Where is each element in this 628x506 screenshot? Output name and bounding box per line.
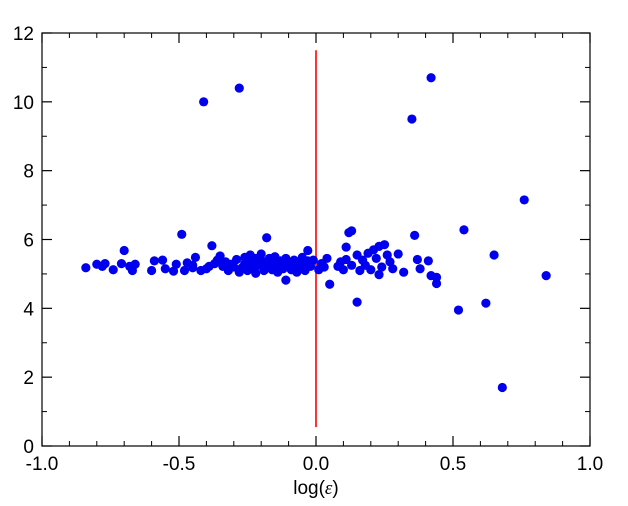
data-point [251, 268, 261, 278]
data-points [81, 73, 551, 393]
data-point [281, 275, 291, 285]
data-point [366, 265, 376, 275]
y-tick-label: 0 [23, 437, 34, 458]
data-point [262, 233, 272, 243]
data-point [481, 298, 491, 308]
data-point [388, 264, 398, 274]
data-point [256, 249, 266, 259]
data-point [412, 254, 422, 265]
data-point [119, 245, 129, 256]
y-tick-label: 12 [13, 24, 34, 45]
data-point [325, 279, 335, 289]
data-point [453, 305, 464, 315]
data-point [190, 252, 201, 262]
data-point [168, 266, 179, 276]
y-tick-label: 2 [23, 368, 34, 389]
y-tick-label: 4 [23, 299, 34, 320]
data-point [319, 262, 329, 272]
data-point [179, 265, 190, 276]
x-tick-label: -0.5 [163, 454, 196, 475]
y-axis-ticks [42, 32, 590, 447]
data-point [407, 114, 417, 124]
data-point [157, 255, 168, 265]
data-point [231, 254, 242, 265]
data-point [160, 264, 170, 274]
data-point [303, 245, 313, 256]
data-point [234, 83, 244, 93]
x-tick-label: 0.5 [440, 454, 466, 475]
data-point [497, 382, 507, 393]
data-point [399, 267, 409, 277]
data-point [374, 270, 384, 280]
data-point [199, 97, 209, 107]
data-point [377, 262, 387, 272]
data-point [100, 258, 110, 269]
data-point [382, 250, 392, 260]
data-point [347, 260, 357, 270]
data-point [338, 265, 348, 275]
x-tick-label: 0.0 [303, 454, 329, 475]
y-axis-tick-labels: 0 2 4 6 8 10 12 [13, 24, 35, 458]
data-point [308, 255, 318, 265]
data-point [81, 263, 91, 273]
x-tick-label: -1.0 [26, 454, 59, 475]
data-point [415, 264, 425, 274]
data-point [130, 259, 140, 269]
data-point [108, 265, 118, 275]
y-tick-label: 10 [13, 93, 34, 114]
data-point [177, 229, 187, 239]
data-point [188, 260, 198, 270]
data-point [385, 257, 395, 267]
x-axis-label: log(ε) [293, 478, 339, 499]
x-axis-ticks [41, 33, 591, 446]
data-point [215, 251, 225, 261]
data-point [519, 195, 529, 205]
data-point [352, 297, 362, 307]
data-point [147, 265, 157, 276]
data-point [541, 271, 551, 281]
x-tick-label: 1.0 [577, 454, 603, 475]
data-point [423, 256, 433, 266]
data-point [322, 253, 332, 264]
x-axis-tick-labels: -1.0 -0.5 0.0 0.5 1.0 [26, 454, 604, 475]
data-point [489, 250, 499, 260]
data-point [371, 253, 381, 264]
y-tick-label: 8 [23, 162, 34, 183]
data-point [171, 259, 181, 269]
data-point [347, 226, 357, 236]
data-point [426, 73, 436, 83]
data-point [459, 225, 469, 235]
data-point [149, 256, 159, 266]
data-point [341, 254, 351, 265]
data-point [431, 278, 442, 289]
data-point [207, 241, 217, 251]
data-point [379, 240, 390, 250]
data-point [341, 242, 351, 252]
data-point [410, 230, 420, 240]
y-tick-label: 6 [23, 231, 34, 252]
data-point [116, 258, 127, 269]
data-point [393, 249, 403, 259]
